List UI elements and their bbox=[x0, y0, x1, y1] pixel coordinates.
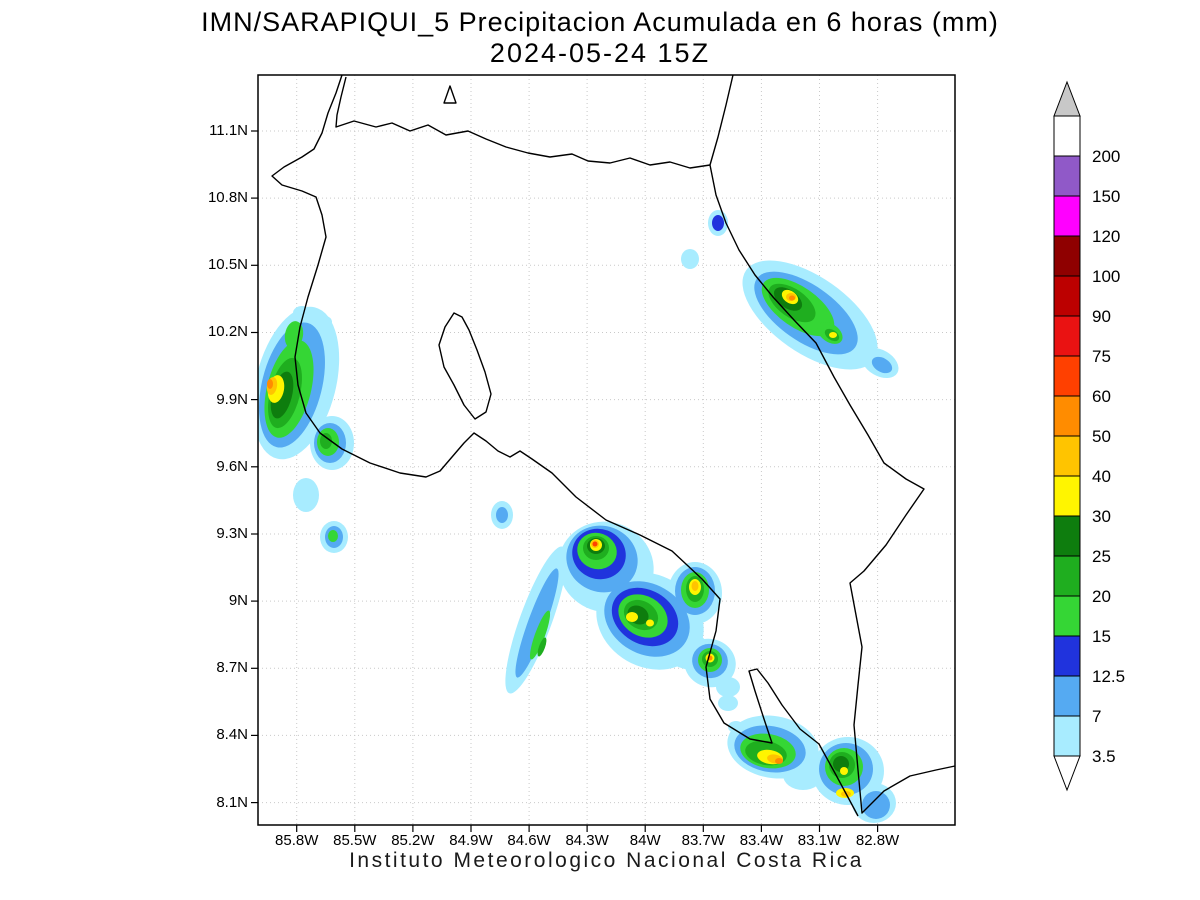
y-tick-label: 9N bbox=[228, 592, 248, 610]
x-tick-label: 85.2W bbox=[391, 832, 435, 849]
colorbar-segment bbox=[1053, 635, 1081, 677]
colorbar-segment bbox=[1053, 435, 1081, 477]
y-tick-label: 11.1N bbox=[209, 121, 248, 139]
precip-cell bbox=[862, 791, 890, 819]
chart-title: IMN/SARAPIQUI_5 Precipitacion Acumulada … bbox=[201, 7, 999, 37]
precip-cell bbox=[646, 619, 654, 627]
coastline-path bbox=[709, 74, 956, 814]
colorbar-segment bbox=[1053, 155, 1081, 197]
colorbar-label: 90 bbox=[1092, 307, 1111, 326]
y-tick-label: 8.7N bbox=[216, 659, 248, 677]
x-tick-label: 84.9W bbox=[449, 832, 493, 849]
precip-cell bbox=[712, 215, 724, 231]
colorbar-label: 7 bbox=[1092, 707, 1101, 726]
colorbar-arrow-top bbox=[1053, 80, 1081, 117]
colorbar-label: 25 bbox=[1092, 547, 1111, 566]
coastline-path bbox=[443, 85, 457, 104]
precip-cell bbox=[537, 637, 547, 657]
y-tick-label: 9.9N bbox=[216, 390, 248, 408]
plot-frame bbox=[257, 74, 956, 826]
x-tick-label: 83.7W bbox=[681, 832, 725, 849]
caption: Instituto Meteorologico Nacional Costa R… bbox=[349, 849, 864, 872]
precip-cell bbox=[718, 695, 738, 711]
colorbar-segment bbox=[1053, 235, 1081, 277]
precip-cell bbox=[293, 478, 319, 512]
colorbar-segment bbox=[1053, 715, 1081, 757]
precip-cell bbox=[592, 541, 598, 547]
precip-field bbox=[258, 210, 899, 823]
precip-cell bbox=[626, 612, 638, 622]
colorbar-label: 40 bbox=[1092, 467, 1111, 486]
x-tick-label: 83.4W bbox=[739, 832, 784, 849]
coastline-path bbox=[335, 76, 711, 169]
colorbar-label: 20 bbox=[1092, 587, 1111, 606]
precip-cell bbox=[716, 677, 740, 697]
precip-cell bbox=[515, 568, 559, 678]
colorbar-label: 75 bbox=[1092, 347, 1111, 366]
y-tick-label: 10.8N bbox=[207, 189, 248, 207]
x-tick-label: 85.5W bbox=[333, 832, 377, 849]
colorbar-segment bbox=[1053, 355, 1081, 397]
colorbar-label: 12.5 bbox=[1092, 667, 1125, 686]
x-tick-label: 84.6W bbox=[507, 832, 551, 849]
colorbar-segment bbox=[1053, 595, 1081, 637]
colorbar-segment bbox=[1053, 555, 1081, 597]
x-tick-label: 84W bbox=[629, 832, 661, 849]
precip-cell bbox=[328, 530, 338, 542]
precip-cell bbox=[320, 433, 332, 449]
precip-cell bbox=[840, 767, 848, 775]
y-tick-label: 10.5N bbox=[207, 256, 248, 274]
colorbar-label: 150 bbox=[1092, 187, 1120, 206]
precip-cell bbox=[829, 332, 837, 338]
precip-cell bbox=[267, 379, 273, 389]
colorbar-label: 50 bbox=[1092, 427, 1111, 446]
precipitation-map bbox=[251, 74, 956, 832]
precip-cell bbox=[789, 295, 795, 301]
colorbar-label: 3.5 bbox=[1092, 747, 1116, 766]
colorbar-segment bbox=[1053, 515, 1081, 557]
precip-cell bbox=[871, 356, 893, 374]
colorbar-arrow-bottom bbox=[1053, 755, 1081, 792]
x-tick-label: 82.8W bbox=[855, 832, 900, 849]
colorbar-label: 120 bbox=[1092, 227, 1120, 246]
y-tick-label: 8.1N bbox=[216, 793, 248, 811]
precip-cell bbox=[775, 758, 783, 764]
chart-subtitle: 2024-05-24 15Z bbox=[489, 38, 711, 68]
precip-cell bbox=[529, 610, 551, 660]
colorbar-label: 100 bbox=[1092, 267, 1120, 286]
x-tick-label: 83.1W bbox=[797, 832, 842, 849]
colorbar-segment bbox=[1053, 115, 1081, 157]
colorbar-segment bbox=[1053, 195, 1081, 237]
colorbar-label: 30 bbox=[1092, 507, 1111, 526]
colorbar-segment bbox=[1053, 275, 1081, 317]
colorbar: 3.5 7 12.5 15 20 25 30 40 50 60 75 90 100 120 150 200 bbox=[1053, 80, 1125, 792]
precip-cell bbox=[496, 507, 508, 523]
colorbar-segment bbox=[1053, 395, 1081, 437]
map-plot-area: 11.1N 10.8N 10.5N 10.2N 9.9N 9.6N 9.3N 9N 8.7N 8.… bbox=[208, 74, 956, 849]
y-tick-label: 9.6N bbox=[216, 457, 248, 475]
colorbar-label: 15 bbox=[1092, 627, 1111, 646]
colorbar-label: 60 bbox=[1092, 387, 1111, 406]
precip-cell bbox=[681, 249, 699, 269]
y-tick-label: 8.4N bbox=[216, 726, 248, 744]
y-tick-label: 9.3N bbox=[216, 524, 248, 542]
y-tick-label: 10.2N bbox=[207, 323, 248, 341]
colorbar-segment bbox=[1053, 675, 1081, 717]
colorbar-label: 200 bbox=[1092, 147, 1120, 166]
x-tick-label: 84.3W bbox=[565, 832, 609, 849]
coastline-path bbox=[271, 74, 859, 817]
colorbar-segment bbox=[1053, 475, 1081, 517]
colorbar-segment bbox=[1053, 315, 1081, 357]
coastline-path bbox=[438, 312, 492, 420]
precip-cell bbox=[691, 581, 699, 591]
precip-cell bbox=[284, 321, 304, 349]
x-tick-label: 85.8W bbox=[275, 832, 319, 849]
